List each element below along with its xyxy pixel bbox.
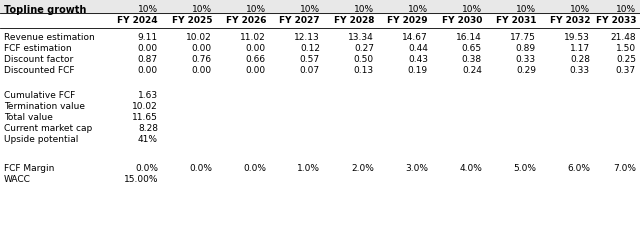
Text: FY 2030: FY 2030 xyxy=(442,16,482,25)
Text: 5.0%: 5.0% xyxy=(513,164,536,173)
Text: 10%: 10% xyxy=(408,5,428,14)
Text: 0.87: 0.87 xyxy=(138,55,158,64)
Text: 0.0%: 0.0% xyxy=(135,164,158,173)
Text: FCF estimation: FCF estimation xyxy=(4,44,72,53)
Text: 0.25: 0.25 xyxy=(616,55,636,64)
Text: FY 2029: FY 2029 xyxy=(387,16,428,25)
Text: Termination value: Termination value xyxy=(4,102,85,111)
Text: 4.0%: 4.0% xyxy=(459,164,482,173)
Text: FY 2032: FY 2032 xyxy=(550,16,590,25)
Text: 16.14: 16.14 xyxy=(456,33,482,42)
Text: 0.29: 0.29 xyxy=(516,66,536,75)
Text: 1.50: 1.50 xyxy=(616,44,636,53)
Text: 0.43: 0.43 xyxy=(408,55,428,64)
Text: 0.19: 0.19 xyxy=(408,66,428,75)
Text: 0.07: 0.07 xyxy=(300,66,320,75)
Text: 1.0%: 1.0% xyxy=(297,164,320,173)
Text: FY 2028: FY 2028 xyxy=(333,16,374,25)
Text: FY 2026: FY 2026 xyxy=(225,16,266,25)
Text: 0.50: 0.50 xyxy=(354,55,374,64)
Text: 10.02: 10.02 xyxy=(186,33,212,42)
Text: 13.34: 13.34 xyxy=(348,33,374,42)
Text: FY 2025: FY 2025 xyxy=(172,16,212,25)
Text: 0.33: 0.33 xyxy=(516,55,536,64)
Text: 6.0%: 6.0% xyxy=(567,164,590,173)
Text: 0.38: 0.38 xyxy=(462,55,482,64)
Text: 1.63: 1.63 xyxy=(138,91,158,100)
Text: 0.00: 0.00 xyxy=(192,66,212,75)
Text: 0.76: 0.76 xyxy=(192,55,212,64)
Text: 0.37: 0.37 xyxy=(616,66,636,75)
Text: 0.00: 0.00 xyxy=(246,44,266,53)
Text: 0.57: 0.57 xyxy=(300,55,320,64)
Text: 0.0%: 0.0% xyxy=(189,164,212,173)
Text: Discounted FCF: Discounted FCF xyxy=(4,66,74,75)
Text: Total value: Total value xyxy=(4,113,53,122)
Text: FY 2033: FY 2033 xyxy=(595,16,636,25)
Text: 17.75: 17.75 xyxy=(510,33,536,42)
Text: 0.13: 0.13 xyxy=(354,66,374,75)
Text: 8.28: 8.28 xyxy=(138,124,158,133)
Text: 0.28: 0.28 xyxy=(570,55,590,64)
Text: 0.24: 0.24 xyxy=(462,66,482,75)
Text: 10%: 10% xyxy=(570,5,590,14)
Text: Upside potential: Upside potential xyxy=(4,135,78,144)
Text: 0.89: 0.89 xyxy=(516,44,536,53)
Text: 0.00: 0.00 xyxy=(246,66,266,75)
Text: 0.0%: 0.0% xyxy=(243,164,266,173)
Text: 0.33: 0.33 xyxy=(570,66,590,75)
Text: 10%: 10% xyxy=(246,5,266,14)
Text: 1.17: 1.17 xyxy=(570,44,590,53)
Text: 10%: 10% xyxy=(300,5,320,14)
Text: 3.0%: 3.0% xyxy=(405,164,428,173)
Text: 10%: 10% xyxy=(192,5,212,14)
Text: FY 2027: FY 2027 xyxy=(280,16,320,25)
Text: 0.00: 0.00 xyxy=(138,44,158,53)
Text: 10%: 10% xyxy=(354,5,374,14)
Text: WACC: WACC xyxy=(4,175,31,184)
Text: 7.0%: 7.0% xyxy=(613,164,636,173)
Text: 15.00%: 15.00% xyxy=(124,175,158,184)
Text: 0.12: 0.12 xyxy=(300,44,320,53)
Text: 19.53: 19.53 xyxy=(564,33,590,42)
Text: 12.13: 12.13 xyxy=(294,33,320,42)
Text: 10%: 10% xyxy=(138,5,158,14)
Text: 14.67: 14.67 xyxy=(403,33,428,42)
Text: 10%: 10% xyxy=(516,5,536,14)
Text: 0.27: 0.27 xyxy=(354,44,374,53)
Text: Cumulative FCF: Cumulative FCF xyxy=(4,91,76,100)
Text: 0.44: 0.44 xyxy=(408,44,428,53)
Text: 41%: 41% xyxy=(138,135,158,144)
Bar xyxy=(0,0,640,13)
Text: 21.48: 21.48 xyxy=(611,33,636,42)
Text: Revenue estimation: Revenue estimation xyxy=(4,33,95,42)
Text: 11.65: 11.65 xyxy=(132,113,158,122)
Text: 2.0%: 2.0% xyxy=(351,164,374,173)
Text: Current market cap: Current market cap xyxy=(4,124,92,133)
Text: 9.11: 9.11 xyxy=(138,33,158,42)
Text: Topline growth: Topline growth xyxy=(4,5,86,15)
Text: 11.02: 11.02 xyxy=(240,33,266,42)
Text: 0.66: 0.66 xyxy=(246,55,266,64)
Text: 0.00: 0.00 xyxy=(138,66,158,75)
Text: FY 2024: FY 2024 xyxy=(117,16,158,25)
Text: 10%: 10% xyxy=(616,5,636,14)
Text: 10%: 10% xyxy=(462,5,482,14)
Text: 0.65: 0.65 xyxy=(462,44,482,53)
Text: 10.02: 10.02 xyxy=(132,102,158,111)
Text: FY 2031: FY 2031 xyxy=(495,16,536,25)
Text: 0.00: 0.00 xyxy=(192,44,212,53)
Text: Discount factor: Discount factor xyxy=(4,55,73,64)
Text: FCF Margin: FCF Margin xyxy=(4,164,54,173)
